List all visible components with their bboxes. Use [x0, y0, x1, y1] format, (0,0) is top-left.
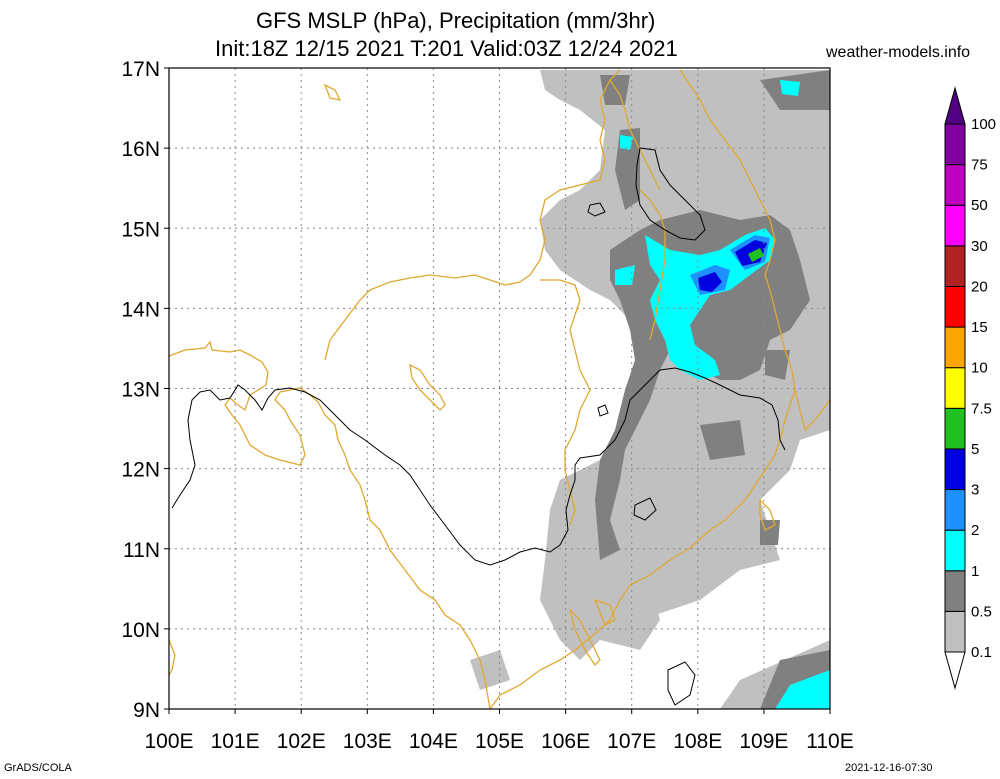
colorbar-box [944, 529, 966, 572]
colorbar-box [944, 570, 966, 612]
lon-label: 107E [607, 730, 656, 753]
island [323, 83, 342, 101]
colorbar-box [944, 407, 966, 450]
border [639, 189, 666, 341]
colorbar-label: 1 [971, 563, 979, 580]
island [593, 598, 616, 626]
colorbar-label: 0.5 [971, 603, 992, 620]
isobar [597, 404, 609, 417]
precip-1-area [775, 670, 830, 709]
colorbar-box [944, 164, 966, 206]
colorbar-high-triangle [944, 86, 966, 125]
colorbar-box [944, 245, 966, 287]
lat-label: 14N [121, 298, 160, 321]
colorbar-box [944, 610, 966, 653]
title-line-1: GFS MSLP (hPa), Precipitation (mm/3hr) [256, 8, 656, 33]
map-grid [169, 68, 830, 709]
lat-label: 17N [121, 58, 160, 81]
lat-label: 16N [121, 138, 160, 161]
lat-label: 12N [121, 459, 160, 482]
lon-label: 109E [739, 730, 788, 753]
isobar [667, 661, 696, 706]
lon-label: 100E [144, 730, 193, 753]
precip-0.5-area [700, 420, 745, 460]
footer-timestamp: 2021-12-16-07:30 [845, 762, 933, 774]
precip-5-area [748, 248, 764, 262]
precip-0.5-area [760, 520, 780, 545]
precip-colorbar: 0.1 0.5 1 2 3 5 7.5 10 15 20 30 50 75 100 [944, 86, 996, 690]
coastline-borders [169, 69, 830, 709]
lon-label: 103E [343, 730, 392, 753]
colorbar-label: 0.1 [971, 644, 992, 661]
lon-label: 105E [475, 730, 524, 753]
axis-ticks [164, 67, 831, 714]
lat-label: 9N [133, 699, 160, 722]
precipitation-field [470, 70, 830, 709]
lon-label: 110E [806, 730, 854, 753]
coastline [169, 340, 491, 709]
island [169, 639, 176, 676]
border [609, 79, 661, 191]
precip-1-area [620, 135, 633, 150]
colorbar-box [944, 489, 966, 531]
border [540, 279, 591, 526]
isobar [633, 497, 657, 521]
colorbar-low-triangle [944, 651, 966, 690]
island [568, 607, 601, 667]
title-line-2: Init:18Z 12/15 2021 T:201 Valid:03Z 12/2… [215, 36, 678, 61]
lon-label: 104E [409, 730, 458, 753]
border [324, 69, 621, 361]
colorbar-box [944, 367, 966, 409]
colorbar-label: 2 [971, 522, 979, 539]
lon-labels: 100E 101E 102E 103E 104E 105E 106E 107E 108E 109E… [144, 730, 853, 753]
coastline [489, 69, 796, 709]
lat-label: 11N [123, 539, 160, 562]
precip-3-area [698, 272, 722, 292]
lon-label: 102E [277, 730, 326, 753]
colorbar-box [944, 326, 966, 369]
colorbar-label: 20 [971, 278, 988, 295]
lat-label: 13N [121, 379, 160, 402]
colorbar-box [944, 123, 966, 166]
island [759, 498, 776, 531]
lat-label: 10N [121, 619, 160, 642]
precip-0.1-area [470, 650, 510, 690]
colorbar-box [944, 285, 966, 328]
footer-software: GrADS/COLA [4, 762, 72, 774]
precip-1-area [780, 80, 800, 96]
precip-0.5-area [615, 128, 640, 210]
colorbar-label: 100 [971, 116, 996, 133]
isobars [171, 147, 786, 706]
colorbar-box [944, 448, 966, 491]
precip-1-area [615, 265, 635, 285]
isobar [171, 367, 786, 566]
colorbar-label: 30 [971, 238, 988, 255]
island [409, 363, 446, 411]
lon-label: 108E [673, 730, 722, 753]
colorbar-box [944, 204, 966, 247]
colorbar-label: 75 [971, 157, 988, 174]
colorbar-label: 3 [971, 482, 979, 499]
colorbar-label: 15 [971, 319, 988, 336]
precip-0.5-area [765, 350, 790, 380]
colorbar-label: 5 [971, 441, 979, 458]
precip-0.1-area [600, 580, 660, 650]
isobar [587, 202, 606, 217]
isobar [635, 147, 706, 241]
lon-label: 101E [211, 730, 260, 753]
colorbar-label: 50 [971, 197, 988, 214]
coastline [794, 389, 830, 432]
site-credit: weather-models.info [826, 44, 971, 61]
colorbar-label: 7.5 [971, 400, 992, 417]
colorbar-label: 10 [971, 360, 988, 377]
precip-0.5-area [600, 75, 630, 105]
lat-label: 15N [121, 218, 160, 241]
lon-label: 106E [541, 730, 590, 753]
lat-labels: 9N 10N 11N 12N 13N 14N 15N 16N 17N [121, 58, 160, 722]
precip-0.5-area [595, 210, 810, 560]
